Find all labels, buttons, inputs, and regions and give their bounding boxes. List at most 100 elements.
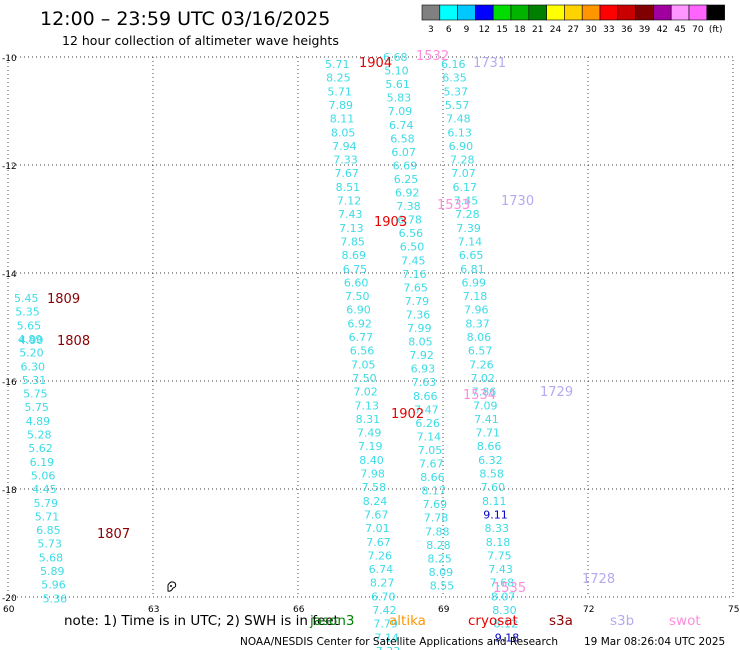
- legend-label: 9: [464, 25, 470, 35]
- wave-height-value: 5.61: [385, 78, 410, 91]
- satellite-label: altika: [389, 613, 426, 629]
- wave-height-value: 7.13: [339, 222, 364, 235]
- wave-height-value: 5.71: [327, 85, 352, 98]
- wave-height-value: 6.35: [442, 72, 467, 85]
- wave-height-value: 5.96: [41, 579, 66, 592]
- legend-label: 45: [674, 25, 685, 35]
- wave-height-value: 8.05: [331, 126, 356, 139]
- lat-tick-label: -14: [2, 270, 17, 280]
- wave-height-value: 8.69: [342, 249, 367, 262]
- wave-height-value: 8.24: [363, 495, 388, 508]
- pass-label: 1731: [473, 56, 506, 71]
- wave-height-value: 8.37: [465, 317, 490, 330]
- wave-height-value: 5.28: [27, 429, 52, 442]
- wave-height-value: 7.68: [490, 577, 515, 590]
- legend-swatch: [492, 4, 512, 21]
- wave-height-value: 6.32: [478, 454, 503, 467]
- wave-height-value: 7.26: [469, 358, 494, 371]
- wave-height-value: 6.56: [399, 227, 424, 240]
- wave-height-value: 6.30: [21, 360, 46, 373]
- pass-label: 1809: [47, 292, 80, 307]
- lat-tick-label: -18: [2, 486, 17, 496]
- wave-height-value: 8.25: [326, 72, 351, 85]
- axis-tick-labels: 60 63 66 69 72 75 -10 -12 -14 -16 -18 -20: [2, 54, 739, 615]
- wave-height-value: 7.38: [396, 200, 421, 213]
- wave-height-value: 7.63: [412, 376, 437, 389]
- wave-height-value: 4.90: [19, 334, 44, 347]
- wave-height-value: 5.89: [40, 565, 65, 578]
- satellite-label: swot: [669, 613, 701, 629]
- legend-label: 15: [496, 25, 507, 35]
- wave-height-value: 6.90: [346, 304, 371, 317]
- legend-label: 12: [479, 25, 490, 35]
- wave-height-value: 6.07: [391, 146, 416, 159]
- wave-height-value: 6.57: [468, 345, 493, 358]
- page-title: 12:00 – 23:59 UTC 03/16/2025: [40, 8, 330, 30]
- satellite-label: s3b: [610, 613, 634, 629]
- legend-swatch: [653, 4, 672, 21]
- wave-height-value: 7.45: [454, 195, 479, 208]
- legend-label: 70: [692, 25, 704, 35]
- color-legend: 3 6 9 12 15 18 21 24 27 30 33 36 39 42 45 70 (ft): [421, 4, 725, 35]
- legend-swatch: [546, 4, 565, 21]
- wave-height-value: 8.09: [429, 566, 454, 579]
- wave-height-value: 7.67: [364, 508, 389, 521]
- wave-height-value: 8.07: [491, 590, 516, 603]
- wave-height-value: 6.60: [344, 276, 369, 289]
- legend-label: 24: [550, 25, 562, 35]
- wave-height-value: 7.86: [472, 386, 497, 399]
- wave-height-value: 7.69: [423, 498, 448, 511]
- wave-height-value: 6.16: [441, 58, 466, 71]
- page-subtitle: 12 hour collection of altimeter wave hei…: [62, 33, 339, 48]
- lat-tick-label: -12: [2, 162, 17, 172]
- wave-height-value: 8.11: [330, 113, 355, 126]
- pass-label: 1730: [501, 194, 534, 209]
- wave-height-value: 7.43: [338, 208, 363, 221]
- wave-height-value: 6.26: [415, 417, 440, 430]
- wave-height-value: 4.89: [18, 333, 43, 346]
- pass-label: 1729: [540, 385, 573, 400]
- legend-swatch: [457, 4, 476, 21]
- wave-height-value: 7.42: [372, 604, 397, 617]
- wave-height-value: 8.31: [356, 413, 381, 426]
- wave-height-value: 7.26: [367, 549, 392, 562]
- legend-swatch: [706, 4, 725, 21]
- wave-height-value: 6.74: [369, 563, 394, 576]
- wave-height-value: 7.07: [451, 167, 476, 180]
- wave-height-value: 8.55: [430, 579, 455, 592]
- wave-height-value: 7.19: [358, 440, 383, 453]
- wave-height-value: 6.99: [461, 276, 486, 289]
- legend-label: 39: [639, 25, 651, 35]
- wave-height-value: 7.39: [456, 222, 481, 235]
- wave-height-value: 6.19: [30, 456, 54, 469]
- wave-height-value: 6.75: [343, 263, 368, 276]
- wave-height-value: 7.79: [373, 618, 398, 631]
- wave-height-value: 6.77: [349, 331, 374, 344]
- pass-label: 1807: [97, 527, 130, 542]
- wave-height-value: 8.05: [408, 336, 433, 349]
- footer-note: note: 1) Time is in UTC; 2) SWH is in fe…: [64, 613, 339, 629]
- wave-height-value: 7.49: [357, 427, 382, 440]
- lat-tick-label: -10: [2, 54, 17, 64]
- wave-height-value: 7.75: [487, 549, 512, 562]
- pass-label: 1535: [493, 581, 526, 596]
- lon-tick-label: 63: [148, 605, 159, 615]
- island-icon: [167, 581, 177, 592]
- legend-label: 18: [514, 25, 526, 35]
- legend-label: 3: [428, 25, 434, 35]
- wave-height-value: 7.67: [334, 167, 359, 180]
- legend-swatch: [528, 4, 547, 21]
- wave-height-value: 7.36: [406, 308, 431, 321]
- lon-tick-label: 72: [583, 605, 594, 615]
- wave-height-value: 6.58: [390, 132, 415, 145]
- wave-height-value: 6.92: [347, 317, 372, 330]
- wave-height-value: 7.50: [352, 372, 377, 385]
- wave-height-value: 5.71: [35, 510, 60, 523]
- wave-height-value: 7.98: [360, 468, 385, 481]
- wave-height-value: 5.57: [445, 99, 470, 112]
- wave-height-value: 6.70: [371, 590, 396, 603]
- wave-height-value: 7.71: [476, 427, 501, 440]
- wave-height-value: 5.35: [15, 306, 40, 319]
- wave-height-value: 8.25: [427, 552, 452, 565]
- wave-height-value: 8.17: [421, 485, 446, 498]
